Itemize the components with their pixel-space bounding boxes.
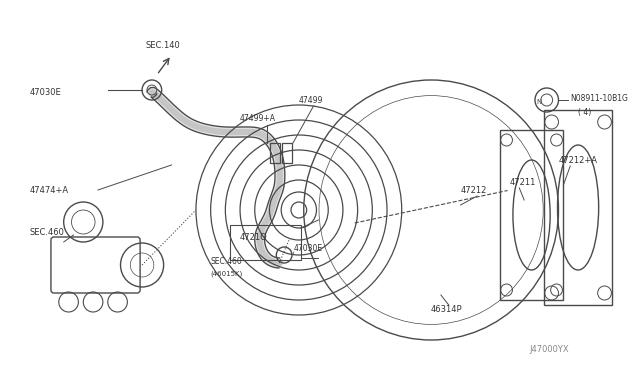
Text: (46015K): (46015K): [211, 271, 243, 277]
Bar: [500, 130, 563, 300]
Bar: [271, 143, 280, 163]
Text: 47499: 47499: [299, 96, 323, 105]
Text: N08911-10B1G: N08911-10B1G: [570, 93, 628, 103]
Text: SEC.140: SEC.140: [145, 41, 180, 49]
Text: SEC.460: SEC.460: [211, 257, 243, 266]
Text: 47030E: 47030E: [294, 244, 323, 253]
Text: ( 4): ( 4): [578, 108, 591, 116]
Text: N: N: [536, 99, 541, 105]
Text: SEC.460: SEC.460: [29, 228, 64, 237]
Text: 47211: 47211: [509, 177, 536, 186]
Text: 47030E: 47030E: [29, 87, 61, 96]
Text: 47499+A: 47499+A: [240, 113, 276, 122]
Bar: [282, 143, 292, 163]
Text: 46314P: 46314P: [431, 305, 463, 314]
Bar: [544, 110, 612, 305]
Text: J47000YX: J47000YX: [529, 346, 569, 355]
Text: 4721O: 4721O: [240, 232, 268, 241]
Bar: [230, 225, 301, 260]
Text: 47474+A: 47474+A: [29, 186, 68, 195]
Text: 47212: 47212: [461, 186, 487, 195]
Text: 47212+A: 47212+A: [559, 155, 598, 164]
